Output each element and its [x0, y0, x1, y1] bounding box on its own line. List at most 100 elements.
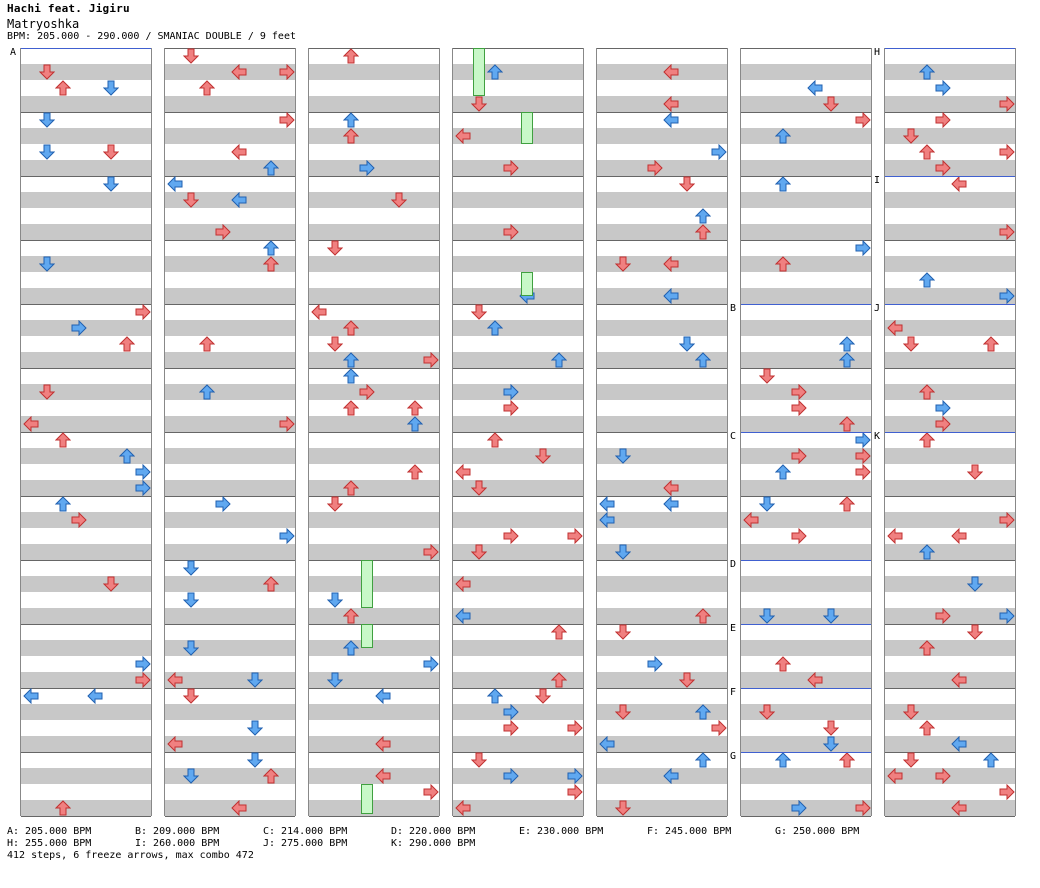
arrow-icon	[262, 160, 280, 176]
measure-line	[885, 752, 1015, 753]
arrow-icon	[231, 799, 247, 817]
arrow-icon	[935, 607, 951, 625]
arrow-icon	[999, 783, 1015, 801]
arrow-icon	[838, 496, 856, 512]
measure-line	[165, 624, 295, 625]
arrow-icon	[838, 416, 856, 432]
arrow-icon	[774, 256, 792, 272]
arrow-icon	[198, 336, 216, 352]
arrow-icon	[503, 767, 519, 785]
arrow-icon	[678, 176, 696, 192]
section-label: J	[874, 303, 881, 314]
arrow-icon	[838, 336, 856, 352]
arrow-icon	[135, 655, 151, 673]
arrow-icon	[599, 495, 615, 513]
arrow-icon	[503, 399, 519, 417]
measure-line	[453, 688, 583, 689]
arrow-icon	[470, 544, 488, 560]
arrow-icon	[918, 432, 936, 448]
arrow-icon	[902, 336, 920, 352]
arrow-icon	[342, 400, 360, 416]
measure-line	[453, 560, 583, 561]
arrow-icon	[262, 240, 280, 256]
section-label: E	[730, 623, 737, 634]
arrow-icon	[887, 527, 903, 545]
arrow-icon	[279, 527, 295, 545]
chart-column: H I J K	[874, 48, 1016, 817]
arrow-icon	[326, 240, 344, 256]
arrow-icon	[758, 608, 776, 624]
arrow-icon	[503, 527, 519, 545]
arrow-icon	[118, 336, 136, 352]
arrow-icon	[951, 671, 967, 689]
bpm-legend-item: H: 255.000 BPM	[7, 838, 92, 849]
chart-column: A	[10, 48, 152, 817]
arrow-icon	[375, 735, 391, 753]
arrow-icon	[102, 576, 120, 592]
arrow-icon	[390, 192, 408, 208]
arrow-icon	[215, 223, 231, 241]
measure-line	[453, 624, 583, 625]
arrow-icon	[663, 287, 679, 305]
arrow-icon	[982, 336, 1000, 352]
arrow-icon	[167, 175, 183, 193]
arrow-icon	[774, 464, 792, 480]
arrow-icon	[342, 352, 360, 368]
arrow-icon	[54, 80, 72, 96]
arrow-icon	[599, 735, 615, 753]
arrow-icon	[791, 799, 807, 817]
arrow-icon	[694, 608, 712, 624]
arrow-icon	[470, 752, 488, 768]
arrow-icon	[935, 159, 951, 177]
measure-line	[21, 432, 151, 433]
arrow-icon	[470, 96, 488, 112]
arrow-icon	[550, 352, 568, 368]
arrow-icon	[838, 352, 856, 368]
measure-line	[597, 112, 727, 113]
section-label: F	[730, 687, 737, 698]
arrow-icon	[822, 736, 840, 752]
section-label: I	[874, 175, 881, 186]
measure-line	[165, 816, 295, 817]
measure-line	[597, 368, 727, 369]
arrow-icon	[663, 95, 679, 113]
arrow-icon	[167, 671, 183, 689]
arrow-icon	[807, 79, 823, 97]
measure-line	[597, 48, 727, 49]
arrow-icon	[455, 127, 471, 145]
measure-line	[885, 240, 1015, 241]
measure-line	[21, 112, 151, 113]
arrow-icon	[918, 544, 936, 560]
bpm-change-line	[21, 48, 151, 49]
bpm-legend-item: C: 214.000 BPM	[263, 826, 348, 837]
arrow-icon	[198, 384, 216, 400]
arrow-icon	[182, 640, 200, 656]
arrow-icon	[663, 479, 679, 497]
measure-line	[165, 432, 295, 433]
arrow-icon	[550, 672, 568, 688]
arrow-icon	[647, 159, 663, 177]
arrow-icon	[38, 112, 56, 128]
arrow-icon	[918, 640, 936, 656]
freeze-arrow-icon	[361, 624, 373, 648]
arrow-icon	[423, 783, 439, 801]
measure-line	[741, 496, 871, 497]
arrow-icon	[567, 527, 583, 545]
measure-line	[165, 752, 295, 753]
measure-line	[165, 560, 295, 561]
arrow-icon	[887, 319, 903, 337]
arrow-icon	[614, 624, 632, 640]
arrow-icon	[918, 64, 936, 80]
arrow-icon	[855, 447, 871, 465]
bpm-change-line	[741, 688, 871, 689]
arrow-icon	[966, 576, 984, 592]
measure-line	[309, 816, 439, 817]
arrow-icon	[198, 80, 216, 96]
arrow-icon	[231, 143, 247, 161]
arrow-icon	[262, 576, 280, 592]
arrow-icon	[567, 783, 583, 801]
arrow-icon	[486, 320, 504, 336]
measure-line	[597, 624, 727, 625]
arrow-icon	[71, 511, 87, 529]
chart-summary: 412 steps, 6 freeze arrows, max combo 47…	[7, 850, 254, 861]
